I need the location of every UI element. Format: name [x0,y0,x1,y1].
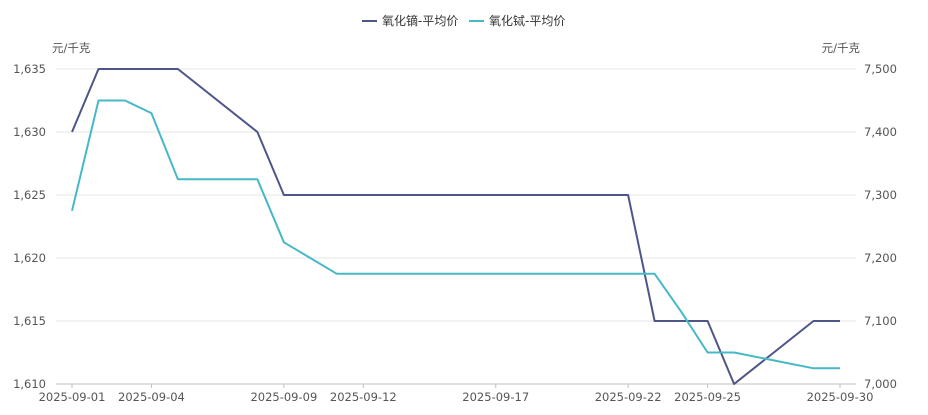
right-tick-label: 7,400 [864,125,897,139]
right-axis-unit: 元/千克 [822,41,861,55]
legend-label[interactable]: 氧化铽-平均价 [489,13,565,28]
series-line-2 [71,99,840,370]
x-tick-label: 2025-09-30 [807,390,874,404]
left-axis-ticks: 1,610 1,615 1,620 1,625 1,630 1,635 [13,62,46,391]
x-tick-label: 2025-09-17 [462,390,529,404]
series-line-1 [71,68,840,385]
grid-lines [56,68,856,385]
right-tick-label: 7,200 [864,251,897,265]
x-tick-label: 2025-09-25 [674,390,741,404]
x-tick-label: 2025-09-04 [118,390,185,404]
right-tick-label: 7,300 [864,188,897,202]
series-lines [71,68,840,385]
x-tick-label: 2025-09-22 [595,390,662,404]
right-tick-label: 7,000 [864,377,897,391]
left-tick-label: 1,625 [13,188,46,202]
x-tick-label: 2025-09-12 [330,390,397,404]
left-tick-label: 1,635 [13,62,46,76]
left-tick-label: 1,615 [13,314,46,328]
left-axis-unit: 元/千克 [52,41,91,55]
x-axis-ticks: 2025-09-01 2025-09-04 2025-09-09 2025-09-12… [39,384,874,404]
chart-legend[interactable]: 氧化镝-平均价 氧化铽-平均价 [362,13,565,28]
right-axis-ticks: 7,000 7,100 7,200 7,300 7,400 7,500 [864,62,897,391]
left-tick-label: 1,620 [13,251,46,265]
x-tick-label: 2025-09-09 [250,390,317,404]
legend-label[interactable]: 氧化镝-平均价 [382,13,458,28]
left-tick-label: 1,610 [13,377,46,391]
left-tick-label: 1,630 [13,125,46,139]
right-tick-label: 7,100 [864,314,897,328]
x-tick-label: 2025-09-01 [39,390,106,404]
right-tick-label: 7,500 [864,62,897,76]
